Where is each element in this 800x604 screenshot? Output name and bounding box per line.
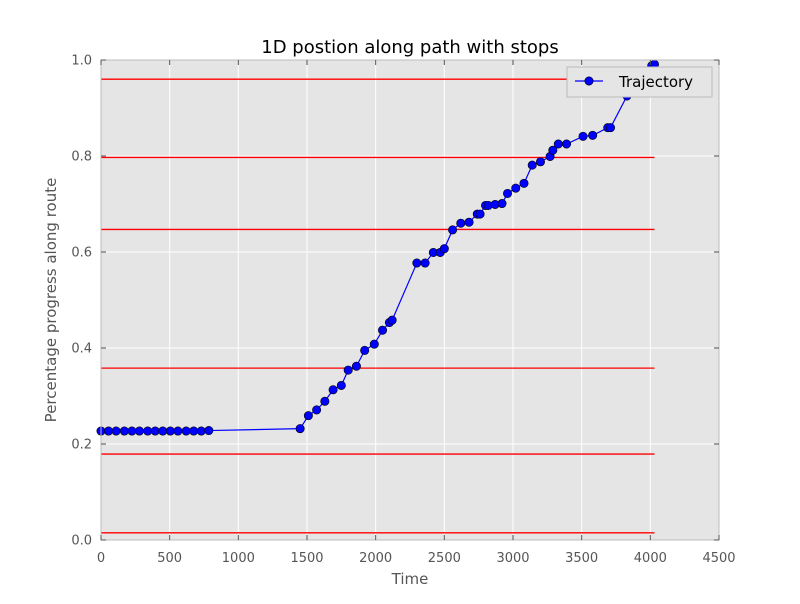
plot-background bbox=[101, 60, 719, 540]
legend: Trajectory bbox=[566, 66, 713, 98]
data-point bbox=[111, 426, 121, 436]
chart-title: 1D postion along path with stops bbox=[261, 37, 558, 58]
data-point bbox=[448, 225, 458, 235]
data-point bbox=[527, 160, 537, 170]
data-point bbox=[119, 426, 129, 436]
data-point bbox=[204, 426, 214, 436]
data-point bbox=[548, 145, 558, 155]
x-tick-label: 500 bbox=[157, 551, 182, 566]
data-point bbox=[412, 258, 422, 268]
axis-ticks: 0 500 1000 1500 2000 2500 3000 3500 4000 4500 0.0 0… bbox=[71, 54, 735, 567]
data-point bbox=[475, 209, 485, 219]
y-tick-label: 1.0 bbox=[71, 54, 92, 69]
legend-marker bbox=[584, 76, 594, 86]
data-point bbox=[606, 123, 616, 133]
data-point bbox=[104, 426, 114, 436]
x-tick-label: 4500 bbox=[702, 551, 735, 566]
data-point bbox=[189, 426, 199, 436]
data-point bbox=[378, 325, 388, 335]
y-axis-title: Percentage progress along route bbox=[42, 178, 60, 423]
data-point bbox=[336, 380, 346, 390]
y-tick-label: 0.8 bbox=[71, 150, 92, 165]
data-point bbox=[343, 365, 353, 375]
data-point bbox=[519, 178, 529, 188]
data-point bbox=[351, 361, 361, 371]
data-point bbox=[387, 315, 397, 325]
data-point bbox=[320, 396, 330, 406]
data-point bbox=[158, 426, 168, 436]
x-tick-label: 3000 bbox=[496, 551, 529, 566]
data-point bbox=[535, 157, 545, 167]
data-point bbox=[588, 130, 598, 140]
x-tick-label: 4000 bbox=[634, 551, 667, 566]
data-point bbox=[303, 411, 313, 421]
data-point bbox=[295, 424, 305, 434]
y-tick-label: 0.0 bbox=[71, 534, 92, 549]
x-tick-label: 0 bbox=[97, 551, 105, 566]
stop-lines bbox=[101, 78, 655, 534]
data-point bbox=[464, 217, 474, 227]
data-point bbox=[312, 405, 322, 415]
data-point bbox=[439, 244, 449, 254]
data-point bbox=[562, 139, 572, 149]
y-tick-label: 0.6 bbox=[71, 246, 92, 261]
x-tick-label: 3500 bbox=[565, 551, 598, 566]
x-tick-label: 1500 bbox=[290, 551, 323, 566]
data-point bbox=[134, 426, 144, 436]
data-point bbox=[165, 426, 175, 436]
data-point bbox=[196, 426, 206, 436]
y-tick-label: 0.4 bbox=[71, 342, 92, 357]
data-point bbox=[553, 139, 563, 149]
x-axis-title: Time bbox=[391, 570, 429, 588]
data-point bbox=[369, 339, 379, 349]
data-point bbox=[173, 426, 183, 436]
data-point bbox=[578, 131, 588, 141]
y-tick-label: 0.2 bbox=[71, 438, 92, 453]
data-point bbox=[181, 426, 191, 436]
data-point bbox=[328, 385, 338, 395]
plot-frame bbox=[100, 59, 720, 541]
data-point bbox=[503, 188, 513, 198]
data-point bbox=[127, 426, 137, 436]
data-point bbox=[360, 345, 370, 355]
x-tick-label: 2500 bbox=[428, 551, 461, 566]
data-point bbox=[143, 426, 153, 436]
x-tick-label: 2000 bbox=[359, 551, 392, 566]
legend-label-trajectory: Trajectory bbox=[618, 73, 693, 91]
data-point bbox=[150, 426, 160, 436]
data-point bbox=[511, 183, 521, 193]
x-tick-label: 1000 bbox=[222, 551, 255, 566]
series-trajectory bbox=[96, 59, 659, 436]
data-point bbox=[420, 258, 430, 268]
data-point bbox=[456, 218, 466, 228]
data-point bbox=[497, 199, 507, 209]
